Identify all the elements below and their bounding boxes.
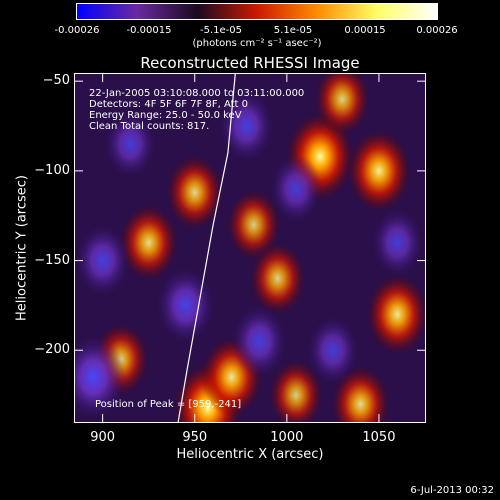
positive-source — [269, 360, 323, 422]
x-tick-label: 950 — [182, 430, 208, 445]
negative-source — [75, 335, 126, 420]
solar-limb-line — [177, 74, 236, 422]
plot-area: 22-Jan-2005 03:10:08.000 to 03:11:00.000… — [74, 73, 426, 423]
positive-source — [331, 366, 390, 422]
y-tick-label: −50 — [42, 73, 70, 89]
x-tick-label: 1000 — [270, 430, 304, 445]
colorbar — [76, 3, 438, 20]
chart-title: Reconstructed RHESSI Image — [140, 54, 360, 72]
negative-source — [371, 208, 424, 277]
positive-source — [250, 242, 306, 315]
negative-source — [270, 154, 323, 223]
y-axis-label: Heliocentric Y (arcsec) — [14, 175, 30, 321]
colorbar-tick-label: -5.1e-05 — [200, 25, 242, 36]
colorbar-tick-label: 5.1e-05 — [273, 25, 313, 36]
y-tick-label: −100 — [34, 162, 70, 178]
positive-source — [119, 204, 178, 281]
negative-source — [75, 224, 131, 297]
annotation-counts: Clean Total counts: 817. — [89, 121, 210, 132]
positive-source — [226, 189, 281, 260]
y-tick-label: −150 — [34, 252, 70, 268]
negative-source — [231, 305, 287, 378]
negative-source — [156, 267, 215, 344]
colorbar-tick-label: -0.00015 — [126, 25, 172, 36]
positive-source — [314, 74, 370, 136]
annotation-detectors: Detectors: 4F 5F 6F 7F 8F, Att 0 — [89, 99, 249, 110]
negative-source — [104, 109, 157, 178]
y-tick-label: −200 — [34, 342, 70, 358]
x-tick-label: 900 — [90, 430, 116, 445]
negative-source — [306, 316, 359, 385]
colorbar-units: (photons cm⁻² s⁻¹ asec⁻²) — [192, 38, 322, 49]
annotation-energy: Energy Range: 25.0 - 50.0 keV — [89, 110, 242, 121]
footer-date: 6-Jul-2013 00:32 — [410, 485, 494, 496]
heatmap-image — [75, 74, 425, 422]
peak-position-label: Position of Peak = [959,-241] — [95, 399, 242, 410]
annotation-time: 22-Jan-2005 03:10:08.000 to 03:11:00.000 — [89, 88, 305, 99]
positive-source — [366, 274, 425, 355]
x-axis-label: Heliocentric X (arcsec) — [176, 447, 324, 462]
colorbar-tick-label: -0.00026 — [54, 25, 100, 36]
positive-source — [166, 155, 224, 230]
colorbar-tick-label: 0.00026 — [416, 25, 458, 36]
positive-source — [347, 129, 411, 212]
x-tick-label: 1050 — [362, 430, 396, 445]
colorbar-tick-label: 0.00015 — [344, 25, 386, 36]
